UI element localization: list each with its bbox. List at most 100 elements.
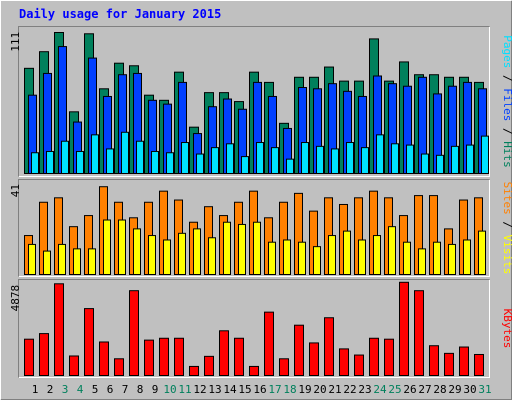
- bar-kbytes-day-23: [354, 354, 364, 377]
- bar-visits-day-31: [478, 230, 486, 275]
- bar-pages-day-5: [91, 134, 99, 175]
- bar-kbytes-day-3: [54, 283, 64, 376]
- legend-kbytes: KBytes: [501, 309, 512, 349]
- day-label-29: 29: [448, 383, 461, 396]
- bar-kbytes-day-30: [459, 346, 469, 377]
- bar-visits-day-11: [178, 232, 186, 275]
- bar-pages-day-23: [361, 147, 369, 174]
- bar-pages-day-13: [211, 147, 219, 174]
- bar-kbytes-day-20: [309, 342, 319, 376]
- bar-pages-day-16: [256, 142, 264, 175]
- day-label-17: 17: [268, 383, 281, 396]
- bar-kbytes-day-9: [144, 339, 154, 376]
- bar-visits-day-15: [238, 223, 246, 275]
- day-label-1: 1: [32, 383, 39, 396]
- bar-kbytes-day-11: [174, 337, 184, 376]
- bar-pages-day-20: [316, 145, 324, 174]
- bar-visits-day-20: [313, 246, 321, 276]
- bar-kbytes-day-6: [99, 341, 109, 377]
- bar-visits-day-7: [118, 219, 126, 275]
- bar-pages-day-9: [151, 150, 159, 175]
- legend-files: Files: [501, 88, 512, 121]
- bar-visits-day-16: [253, 221, 261, 275]
- bar-visits-day-17: [268, 241, 276, 276]
- day-label-26: 26: [403, 383, 416, 396]
- bar-kbytes-day-29: [444, 352, 454, 376]
- bar-kbytes-day-14: [219, 330, 229, 377]
- day-label-19: 19: [298, 383, 311, 396]
- bar-visits-day-5: [88, 248, 96, 276]
- day-axis: 1 2 3 4 5 6 7 8 9 10 11 12 13 14 15 16 17 18 19 20 21 22 23 24 2…: [32, 383, 492, 396]
- bar-visits-day-26: [403, 241, 411, 276]
- bar-kbytes-day-26: [399, 281, 409, 377]
- bar-visits-day-9: [148, 235, 156, 275]
- day-label-18: 18: [283, 383, 296, 396]
- bar-kbytes-day-16: [249, 365, 259, 377]
- bar-kbytes-day-1: [24, 338, 34, 377]
- bar-visits-day-4: [73, 248, 81, 276]
- day-label-5: 5: [92, 383, 99, 396]
- bar-pages-day-25: [391, 143, 399, 175]
- bar-visits-day-25: [388, 226, 396, 275]
- bar-visits-day-23: [358, 239, 366, 276]
- bar-kbytes-day-17: [264, 311, 274, 377]
- bar-kbytes-day-28: [429, 345, 439, 376]
- legend-sites: Sites: [501, 182, 512, 215]
- bar-visits-day-12: [193, 228, 201, 275]
- bar-pages-day-29: [451, 145, 459, 174]
- sites-visits-panel: 41 Sites / Visits: [9, 179, 512, 277]
- day-label-24: 24: [373, 383, 387, 396]
- bar-pages-day-28: [436, 154, 444, 174]
- y-max-label: 41: [9, 184, 22, 197]
- bar-visits-day-29: [448, 243, 456, 276]
- bar-pages-day-11: [181, 142, 189, 175]
- day-label-15: 15: [238, 383, 251, 396]
- legend-/: /: [501, 121, 512, 141]
- bar-kbytes-day-8: [129, 290, 139, 376]
- bar-visits-day-2: [43, 250, 51, 276]
- bar-visits-day-13: [208, 237, 216, 276]
- bar-pages-day-7: [121, 131, 129, 174]
- bar-pages-day-10: [166, 152, 174, 175]
- day-label-11: 11: [178, 383, 191, 396]
- bar-pages-day-1: [31, 152, 39, 175]
- bar-visits-day-18: [283, 239, 291, 276]
- bar-visits-day-19: [298, 241, 306, 276]
- bar-kbytes-day-10: [159, 337, 169, 376]
- panel-shadow: [18, 179, 490, 277]
- bar-kbytes-day-19: [294, 324, 304, 377]
- bar-kbytes-day-27: [414, 290, 424, 376]
- bar-pages-day-3: [61, 140, 69, 174]
- day-label-21: 21: [328, 383, 341, 396]
- bar-pages-day-22: [346, 142, 354, 175]
- legend-/: /: [501, 215, 512, 235]
- panel-area: [18, 279, 490, 378]
- bar-kbytes-day-7: [114, 358, 124, 377]
- bar-pages-day-18: [286, 158, 294, 175]
- bar-pages-day-17: [271, 147, 279, 174]
- bar-pages-day-31: [481, 135, 489, 175]
- bar-pages-day-6: [106, 148, 114, 174]
- bar-visits-day-30: [463, 239, 471, 276]
- kbytes-panel: 4878 KBytes: [9, 279, 512, 378]
- bar-visits-day-27: [418, 248, 426, 276]
- day-label-4: 4: [77, 383, 84, 396]
- legend-hits: Hits: [501, 141, 512, 168]
- bar-visits-day-24: [373, 235, 381, 275]
- day-label-27: 27: [418, 383, 431, 396]
- panel-highlight: [19, 27, 490, 177]
- chart-title: Daily usage for January 2015: [19, 7, 221, 21]
- legend-/: /: [501, 68, 512, 88]
- bar-kbytes-day-12: [189, 365, 199, 377]
- side-legend-top: Pages / Files / Hits: [501, 35, 512, 168]
- bar-visits-day-28: [433, 241, 441, 276]
- day-label-25: 25: [388, 383, 401, 396]
- panel-shadow: [18, 279, 490, 378]
- bar-kbytes-day-25: [384, 338, 394, 377]
- y-max-label: 4878: [9, 285, 22, 312]
- day-label-23: 23: [358, 383, 371, 396]
- day-label-28: 28: [433, 383, 446, 396]
- bar-kbytes-day-31: [474, 353, 484, 376]
